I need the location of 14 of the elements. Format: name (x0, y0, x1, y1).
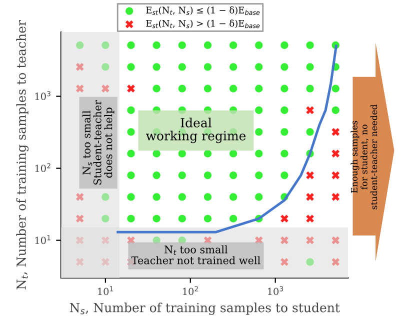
y-axis-title: N$_{t}$, Number of training samples to teacher (16, 20, 29, 290)
x-axis-title: N$_{s}$, Number of training samples to student (70, 302, 340, 315)
x-tick-label: 10$^{2}$ (183, 286, 198, 296)
legend-label: E$_{st}$(N$_{t}$, N$_{s}$) ≤ (1 − δ)E$_{base}$ (146, 6, 260, 15)
y-tick-label: 10$^{2}$ (35, 163, 50, 172)
legend-label: E$_{st}$(N$_{t}$, N$_{s}$) > (1 − δ)E$_{base}$ (146, 20, 260, 28)
annotation: N$_{s}$ too small Student-teacher does not help (82, 100, 114, 185)
text: Enough samples for student, no student-teacher needed (350, 104, 378, 210)
annotation: N$_{t}$ too small Teacher not trained well (131, 245, 260, 264)
y-tick-label: 10$^{3}$ (35, 91, 50, 100)
y-tick-label: 10$^{1}$ (35, 235, 50, 244)
x-tick-label: 10$^{3}$ (268, 286, 284, 296)
annotation: Ideal working regime (146, 118, 246, 144)
x-tick-label: 10$^{1}$ (98, 286, 114, 296)
